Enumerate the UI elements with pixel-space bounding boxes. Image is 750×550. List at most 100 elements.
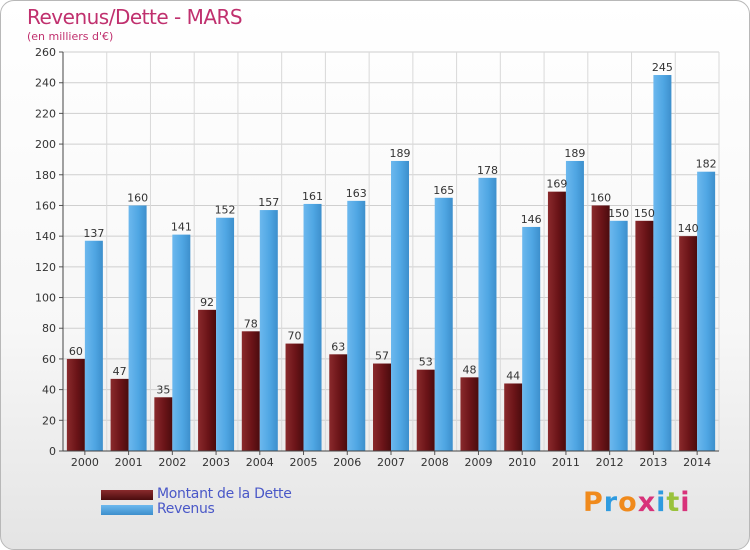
bar-revenue [391, 160, 409, 451]
data-label-debt: 150 [634, 207, 655, 220]
data-label-revenue: 146 [521, 213, 542, 226]
bar-revenue [84, 240, 103, 451]
bar-debt [679, 236, 698, 451]
data-label-revenue: 165 [433, 184, 454, 197]
x-tick-label: 2014 [683, 456, 711, 469]
x-tick-label: 2008 [421, 456, 449, 469]
logo-letter: o [618, 487, 638, 518]
data-label-debt: 140 [678, 222, 699, 235]
y-tick-label: 40 [42, 384, 56, 397]
bar-debt [635, 220, 654, 451]
y-tick-label: 80 [42, 322, 56, 335]
y-tick-label: 180 [35, 169, 56, 182]
y-tick-label: 120 [35, 261, 56, 274]
data-label-debt: 53 [419, 356, 433, 369]
x-tick-label: 2003 [202, 456, 230, 469]
legend-label-revenue: Revenus [157, 501, 215, 517]
y-tick-label: 200 [35, 138, 56, 151]
y-tick-label: 100 [35, 292, 56, 305]
data-label-debt: 48 [462, 363, 476, 376]
x-tick-label: 2012 [596, 456, 624, 469]
chart-subtitle: (en milliers d'€) [27, 30, 114, 43]
y-tick-label: 0 [49, 445, 56, 458]
logo-letter: P [583, 487, 604, 518]
x-tick-label: 2004 [246, 456, 274, 469]
y-tick-label: 260 [35, 46, 56, 59]
data-label-debt: 160 [590, 191, 611, 204]
data-label-revenue: 150 [608, 207, 629, 220]
x-tick-label: 2001 [115, 456, 143, 469]
legend-label-debt: Montant de la Dette [157, 486, 292, 502]
data-label-revenue: 178 [477, 164, 498, 177]
bar-revenue [216, 217, 235, 451]
bar-debt [460, 377, 479, 451]
chart-title: Revenus/Dette - MARS [27, 5, 243, 29]
data-label-debt: 78 [244, 317, 258, 330]
x-tick-label: 2002 [158, 456, 186, 469]
data-label-revenue: 163 [346, 187, 367, 200]
x-tick-label: 2013 [639, 456, 667, 469]
data-label-debt: 169 [546, 178, 567, 191]
x-tick-label: 2010 [508, 456, 536, 469]
bar-debt [241, 331, 260, 451]
x-tick-label: 2011 [552, 456, 580, 469]
data-label-revenue: 152 [215, 204, 236, 217]
bar-revenue [565, 160, 584, 451]
bar-revenue [303, 203, 322, 451]
data-label-revenue: 137 [83, 227, 104, 240]
data-label-debt: 70 [288, 330, 302, 343]
data-label-revenue: 182 [696, 158, 717, 171]
data-label-debt: 47 [113, 365, 127, 378]
y-tick-label: 240 [35, 77, 56, 90]
bar-debt [154, 397, 173, 451]
data-label-debt: 35 [156, 383, 170, 396]
proxiti-logo: Proxiti [583, 487, 691, 518]
x-tick-label: 2005 [290, 456, 318, 469]
legend-swatch-debt [101, 490, 153, 500]
x-tick-label: 2009 [464, 456, 492, 469]
bar-revenue [697, 171, 716, 451]
y-tick-label: 220 [35, 107, 56, 120]
y-tick-label: 160 [35, 199, 56, 212]
logo-letter: i [680, 487, 691, 518]
logo-letter: t [666, 487, 681, 518]
y-tick-label: 140 [35, 230, 56, 243]
bar-debt [416, 369, 435, 451]
x-tick-label: 2006 [333, 456, 361, 469]
data-label-debt: 60 [69, 345, 83, 358]
data-label-revenue: 161 [302, 190, 323, 203]
data-label-revenue: 141 [171, 221, 192, 234]
data-label-revenue: 160 [127, 191, 148, 204]
data-label-revenue: 245 [652, 61, 673, 74]
data-label-debt: 92 [200, 296, 214, 309]
bar-revenue [172, 234, 191, 451]
bar-debt [329, 354, 348, 451]
bar-debt [547, 191, 566, 451]
bar-revenue [259, 210, 278, 451]
bar-debt [66, 358, 85, 451]
legend-swatch-revenue [101, 505, 153, 515]
bar-debt [285, 343, 304, 451]
data-label-debt: 57 [375, 350, 389, 363]
bar-revenue [347, 200, 366, 451]
bar-debt [198, 309, 217, 451]
data-label-revenue: 189 [390, 147, 411, 160]
y-tick-label: 20 [42, 414, 56, 427]
x-tick-label: 2000 [71, 456, 99, 469]
bar-revenue [522, 226, 541, 451]
logo-letter: r [603, 487, 619, 518]
bar-debt [373, 363, 391, 451]
bar-revenue [653, 75, 672, 452]
x-tick-label: 2007 [377, 456, 405, 469]
bar-debt [110, 378, 129, 451]
bar-revenue [478, 177, 497, 452]
axes: 0 20 40 60 80 100 120 140 160 180 200 220 240 260 2000… [35, 46, 719, 469]
y-tick-label: 60 [42, 353, 56, 366]
logo-letter: x [637, 487, 657, 518]
bar-revenue [128, 205, 147, 451]
bars [66, 75, 716, 452]
bar-revenue [609, 220, 628, 451]
data-label-revenue: 157 [258, 196, 279, 209]
